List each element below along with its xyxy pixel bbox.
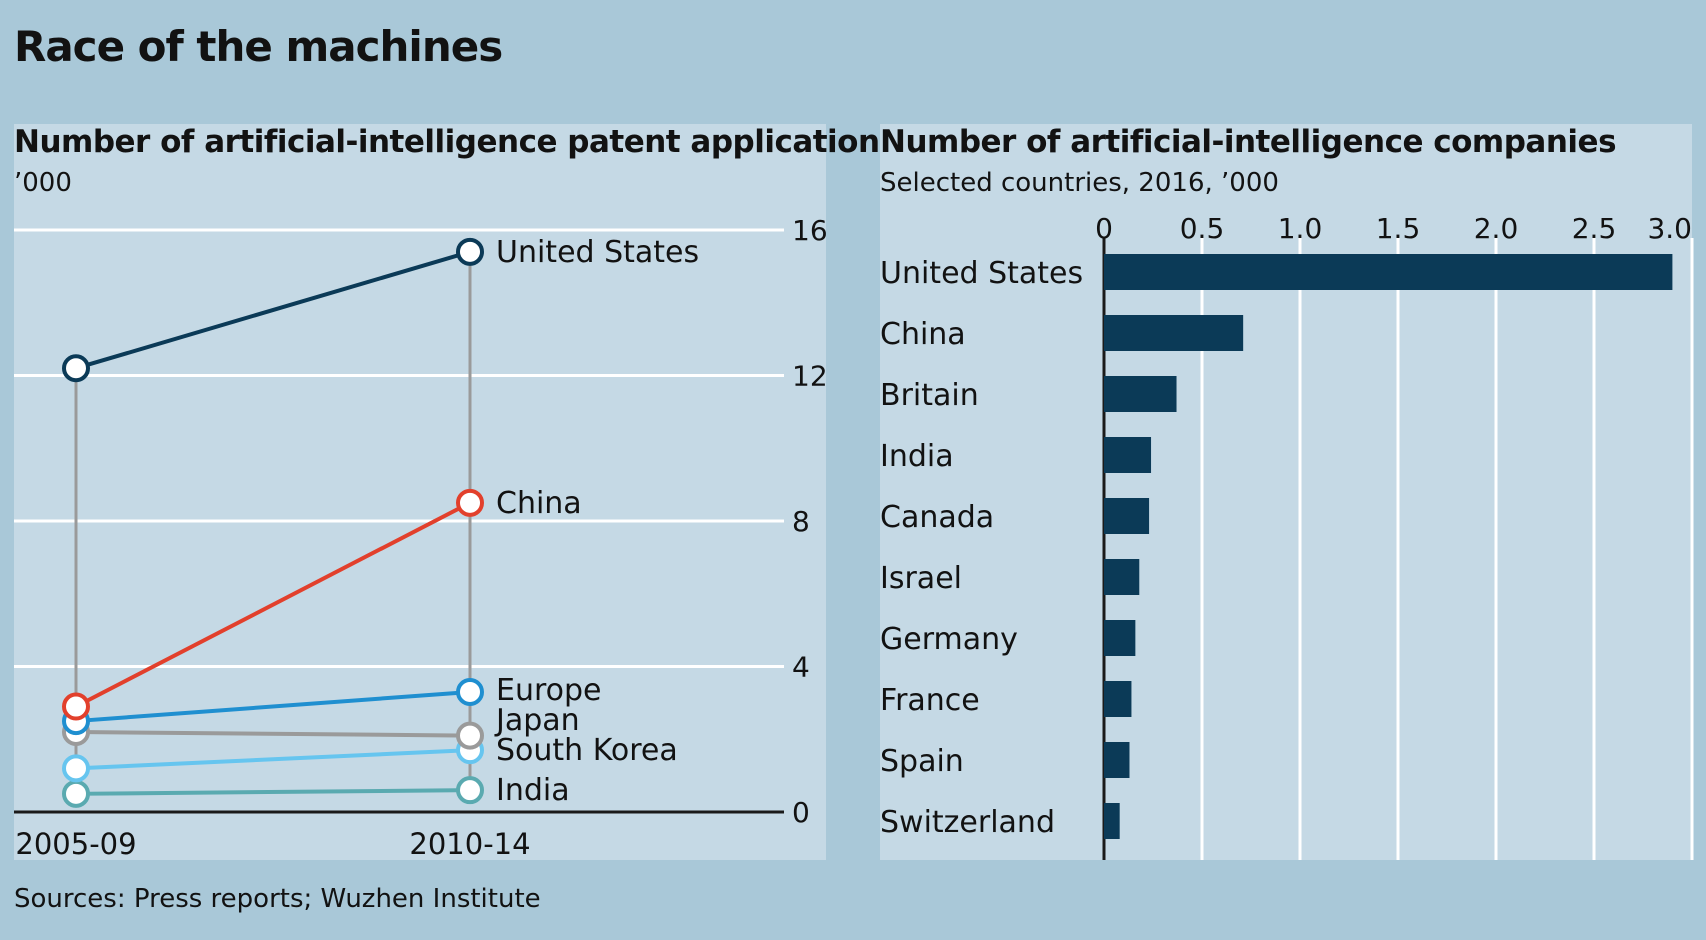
companies-chart-subtitle: Selected countries, 2016, ’000 [880,168,1279,198]
patents-chart-unit: ’000 [14,168,72,198]
x-tick-label: 2.0 [1474,212,1519,245]
bar-label-switzerland: Switzerland [880,805,1055,840]
companies-bar-chart: 0 0.5 1.0 1.5 2.0 2.5 3.0 United States China Bri… [880,212,1694,860]
series-line-south_korea [75,748,471,771]
bar-label-israel: Israel [880,561,962,596]
data-point-china-2005-09 [62,692,90,721]
bar-switzerland [1104,803,1120,839]
bar-germany [1104,620,1136,656]
series-label-japan: Japan [494,703,580,738]
x-tick-label: 2010-14 [409,827,530,861]
data-point-japan-2010-14 [456,721,484,750]
y-tick-label: 16 [792,214,828,247]
data-point-india-2010-14 [456,776,484,805]
y-tick-label: 12 [792,360,828,393]
source-note: Sources: Press reports; Wuzhen Institute [14,884,541,914]
x-tick-label: 0 [1095,212,1113,245]
data-point-south_korea-2005-09 [62,754,90,783]
data-point-united_states-2010-14 [456,237,484,266]
series-line-united_states [75,249,471,371]
bar-label-germany: Germany [880,622,1018,657]
series-label-south-korea: South Korea [496,733,678,768]
companies-chart-panel: Number of artificial-intelligence compan… [880,124,1694,860]
patents-chart-panel: Number of artificial-intelligence patent… [14,124,898,861]
bar-label-spain: Spain [880,744,964,779]
x-tick-label: 0.5 [1180,212,1225,245]
x-tick-label: 1.0 [1278,212,1323,245]
x-tick-label: 2005-09 [15,827,136,861]
y-tick-label: 0 [792,796,810,829]
bar-france [1104,681,1132,717]
bar-china [1104,315,1244,351]
series-line-china [75,501,471,709]
bar-spain [1104,742,1130,778]
series-label-china: China [496,486,582,521]
series-label-united-states: United States [496,235,699,270]
companies-chart-title: Number of artificial-intelligence compan… [880,124,1617,160]
bar-united-states [1104,254,1673,290]
data-point-india-2005-09 [62,779,90,808]
x-tick-label: 2.5 [1572,212,1617,245]
bar-label-france: France [880,683,980,718]
bar-label-united-states: United States [880,256,1083,291]
y-tick-label: 4 [792,651,810,684]
bar-label-india: India [880,439,954,474]
x-tick-label: 3.0 [1647,212,1692,245]
data-point-europe-2010-14 [456,677,484,706]
chart-title: Race of the machines [14,22,503,71]
bar-label-britain: Britain [880,378,979,413]
series-line-india [75,788,471,796]
series-label-europe: Europe [496,673,602,708]
bar-canada [1104,498,1150,534]
series-line-japan [75,729,471,738]
bar-india [1104,437,1152,473]
series-line-europe [75,689,471,724]
y-tick-label: 8 [792,505,810,538]
bar-label-canada: Canada [880,500,994,535]
bar-label-china: China [880,317,966,352]
bar-israel [1104,559,1140,595]
patents-chart-title: Number of artificial-intelligence patent… [14,124,898,160]
series-label-india: India [496,773,570,808]
bar-britain [1104,376,1177,412]
data-point-china-2010-14 [456,488,484,517]
data-point-united_states-2005-09 [62,354,90,383]
x-tick-label: 1.5 [1376,212,1421,245]
